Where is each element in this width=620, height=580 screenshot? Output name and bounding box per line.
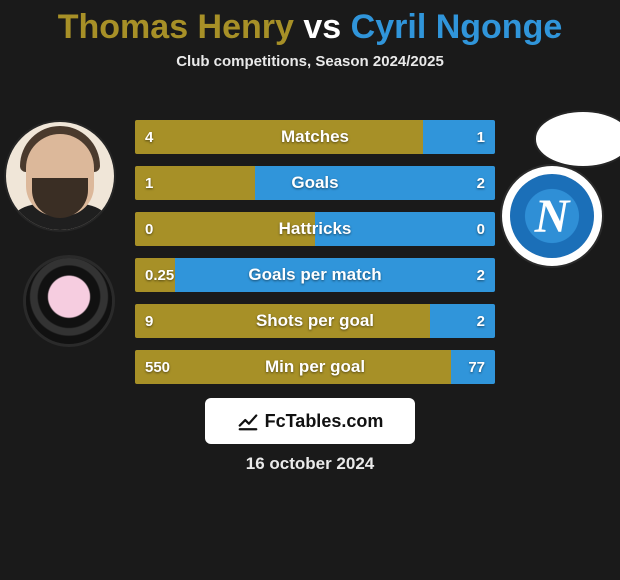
stat-value-left: 0.25 [135,258,184,292]
stat-row: 41Matches [135,120,495,154]
stat-bar-left [135,350,451,384]
stat-row: 0.252Goals per match [135,258,495,292]
stat-row: 92Shots per goal [135,304,495,338]
stat-value-right: 2 [467,304,495,338]
stat-value-right: 77 [458,350,495,384]
club-badge-letter: N [502,166,602,266]
date-text: 16 october 2024 [0,454,620,474]
stat-bar-right [255,166,495,200]
stat-value-left: 9 [135,304,163,338]
title-player2: Cyril Ngonge [351,8,563,46]
stat-value-left: 4 [135,120,163,154]
stat-value-left: 550 [135,350,180,384]
stat-value-right: 1 [467,120,495,154]
stat-value-right: 2 [467,258,495,292]
player2-avatar [536,112,620,166]
brand-text: FcTables.com [265,411,384,432]
stat-bar-left [135,304,430,338]
stat-row: 00Hattricks [135,212,495,246]
stat-value-left: 0 [135,212,163,246]
stat-bar-right [175,258,495,292]
player1-club-badge [26,258,112,344]
stat-value-right: 2 [467,166,495,200]
brand-badge: FcTables.com [205,398,415,444]
player1-avatar [6,122,114,230]
stat-value-left: 1 [135,166,163,200]
player2-club-badge: N [502,166,602,266]
title-player1: Thomas Henry [58,8,294,46]
chart-icon [237,410,259,432]
subtitle: Club competitions, Season 2024/2025 [0,53,620,70]
stat-row: 55077Min per goal [135,350,495,384]
comparison-bars: 41Matches12Goals00Hattricks0.252Goals pe… [135,120,495,396]
stat-value-right: 0 [467,212,495,246]
title-vs: vs [303,8,341,46]
stat-row: 12Goals [135,166,495,200]
stat-bar-left [135,120,423,154]
page-title: Thomas Henry vs Cyril Ngonge [0,0,620,47]
